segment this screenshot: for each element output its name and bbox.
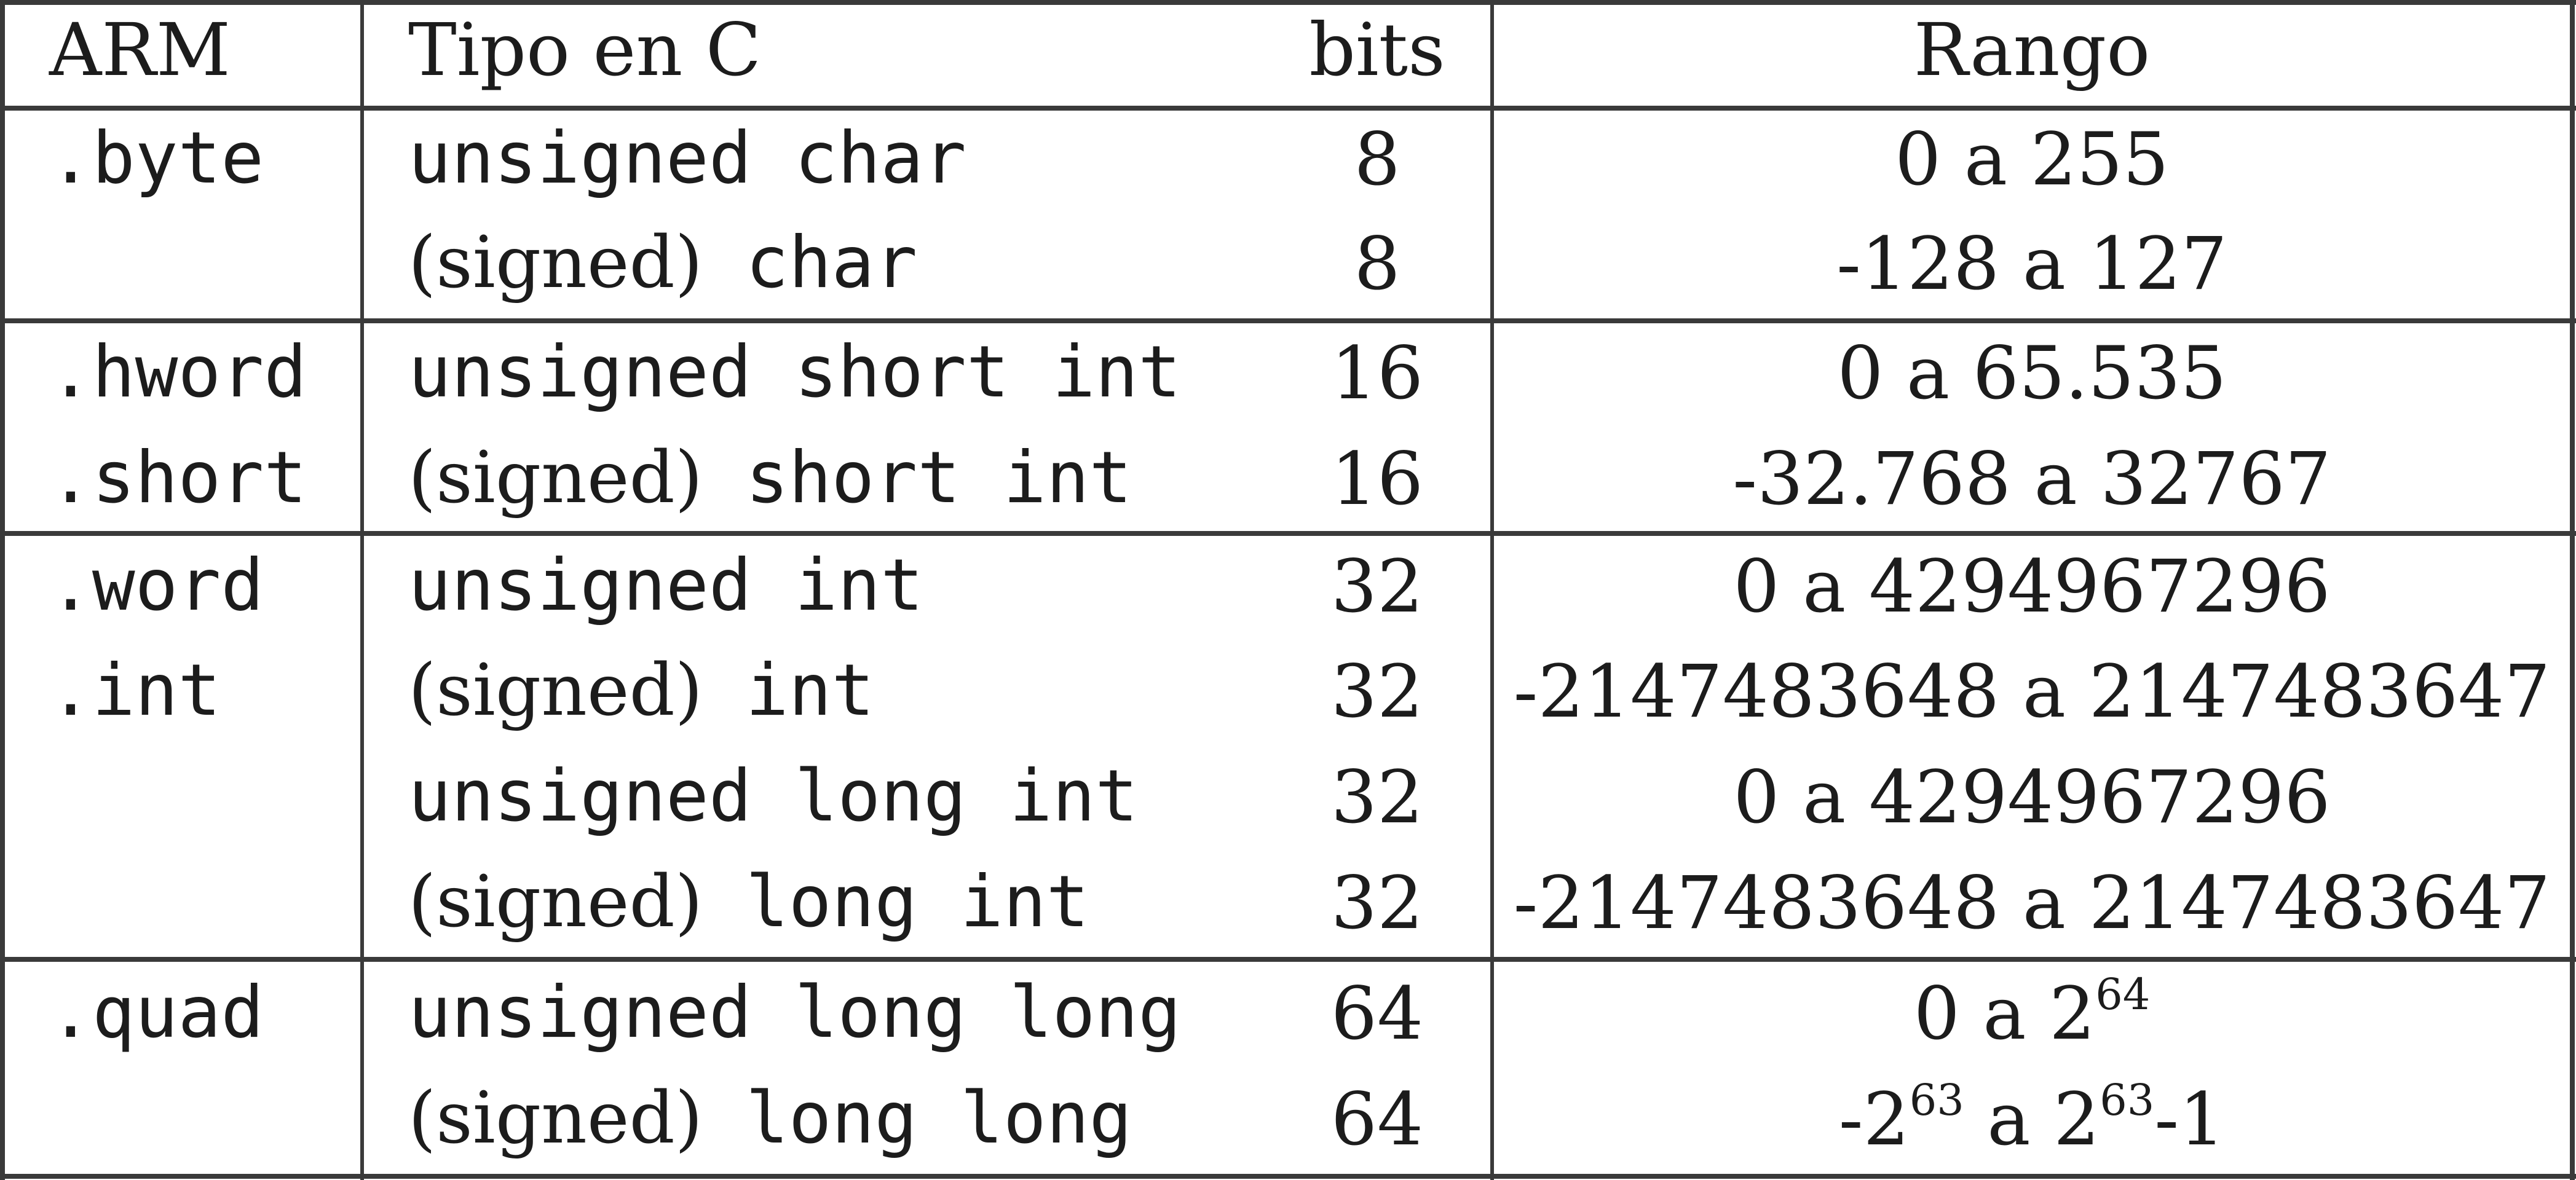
header-arm: ARM bbox=[49, 7, 231, 92]
header-range: Rango bbox=[1913, 7, 2151, 92]
c-type: unsigned int bbox=[408, 544, 924, 627]
range-value: -263 a 263-1 bbox=[1494, 1079, 2570, 1155]
c-type: (signed) char bbox=[408, 227, 917, 299]
arm-directive: .byte bbox=[49, 117, 264, 200]
group-separator bbox=[0, 957, 2576, 962]
range-value: 0 a 255 bbox=[1895, 117, 2169, 202]
table-bottom-border bbox=[0, 1174, 2576, 1179]
bits-value: 32 bbox=[1330, 544, 1424, 629]
range-exponent: 63 bbox=[1909, 1074, 1964, 1125]
signed-prefix: (signed) bbox=[408, 221, 703, 304]
arm-directive: .hword bbox=[49, 331, 307, 414]
group-separator bbox=[0, 318, 2576, 323]
c-type: unsigned long long bbox=[408, 971, 1182, 1054]
table-right-border bbox=[2570, 0, 2575, 1180]
bits-value: 16 bbox=[1330, 436, 1424, 521]
range-exponent: 64 bbox=[2095, 969, 2151, 1020]
c-type: (signed) long int bbox=[408, 867, 1089, 938]
c-type: unsigned long int bbox=[408, 755, 1139, 838]
range-value: 0 a 264 bbox=[1494, 973, 2570, 1050]
c-type-name: char bbox=[703, 221, 918, 304]
bits-value: 64 bbox=[1330, 1077, 1424, 1162]
column-separator bbox=[1490, 0, 1494, 1180]
arm-directive: .quad bbox=[49, 971, 264, 1054]
signed-prefix: (signed) bbox=[408, 860, 703, 943]
range-exponent: 63 bbox=[2100, 1074, 2155, 1125]
bits-value: 8 bbox=[1354, 221, 1401, 306]
c-type-name: short int bbox=[703, 436, 1132, 519]
range-value: 0 a 65.535 bbox=[1837, 331, 2227, 415]
c-type: unsigned char bbox=[408, 117, 966, 200]
range-text: -2 bbox=[1838, 1077, 1910, 1162]
arm-directive: .short bbox=[49, 436, 307, 519]
c-type: (signed) short int bbox=[408, 442, 1132, 514]
range-value: 0 a 4294967296 bbox=[1733, 755, 2331, 840]
group-separator bbox=[0, 531, 2576, 536]
range-value: -2147483648 a 2147483647 bbox=[1513, 649, 2551, 734]
table-top-border bbox=[0, 0, 2576, 5]
header-c-type: Tipo en C bbox=[408, 7, 762, 92]
signed-prefix: (signed) bbox=[408, 1077, 703, 1160]
bits-value: 32 bbox=[1330, 860, 1424, 945]
signed-prefix: (signed) bbox=[408, 649, 703, 732]
c-type-name: long long bbox=[703, 1077, 1132, 1160]
range-value: -128 a 127 bbox=[1836, 221, 2227, 306]
arm-directive: .word bbox=[49, 544, 264, 627]
bits-value: 64 bbox=[1330, 971, 1424, 1056]
bits-value: 32 bbox=[1330, 755, 1424, 840]
bits-value: 8 bbox=[1354, 117, 1401, 202]
c-type: (signed) int bbox=[408, 655, 874, 726]
range-text: -1 bbox=[2154, 1077, 2226, 1162]
range-value: -32.768 a 32767 bbox=[1732, 436, 2331, 521]
range-text: 0 a 2 bbox=[1913, 971, 2096, 1056]
bits-value: 32 bbox=[1330, 649, 1424, 734]
header-separator bbox=[0, 106, 2576, 111]
c-type: (signed) long long bbox=[408, 1083, 1132, 1154]
c-type: unsigned short int bbox=[408, 331, 1182, 414]
range-text: a 2 bbox=[1964, 1077, 2100, 1162]
signed-prefix: (signed) bbox=[408, 436, 703, 519]
arm-directive: .int bbox=[49, 649, 221, 732]
c-type-name: long int bbox=[703, 860, 1089, 943]
bits-value: 16 bbox=[1330, 331, 1424, 415]
table-left-border bbox=[0, 0, 5, 1180]
header-bits: bits bbox=[1309, 7, 1445, 92]
range-value: 0 a 4294967296 bbox=[1733, 544, 2331, 629]
column-separator bbox=[360, 0, 364, 1180]
c-type-name: int bbox=[703, 649, 875, 732]
range-value: -2147483648 a 2147483647 bbox=[1513, 860, 2551, 945]
